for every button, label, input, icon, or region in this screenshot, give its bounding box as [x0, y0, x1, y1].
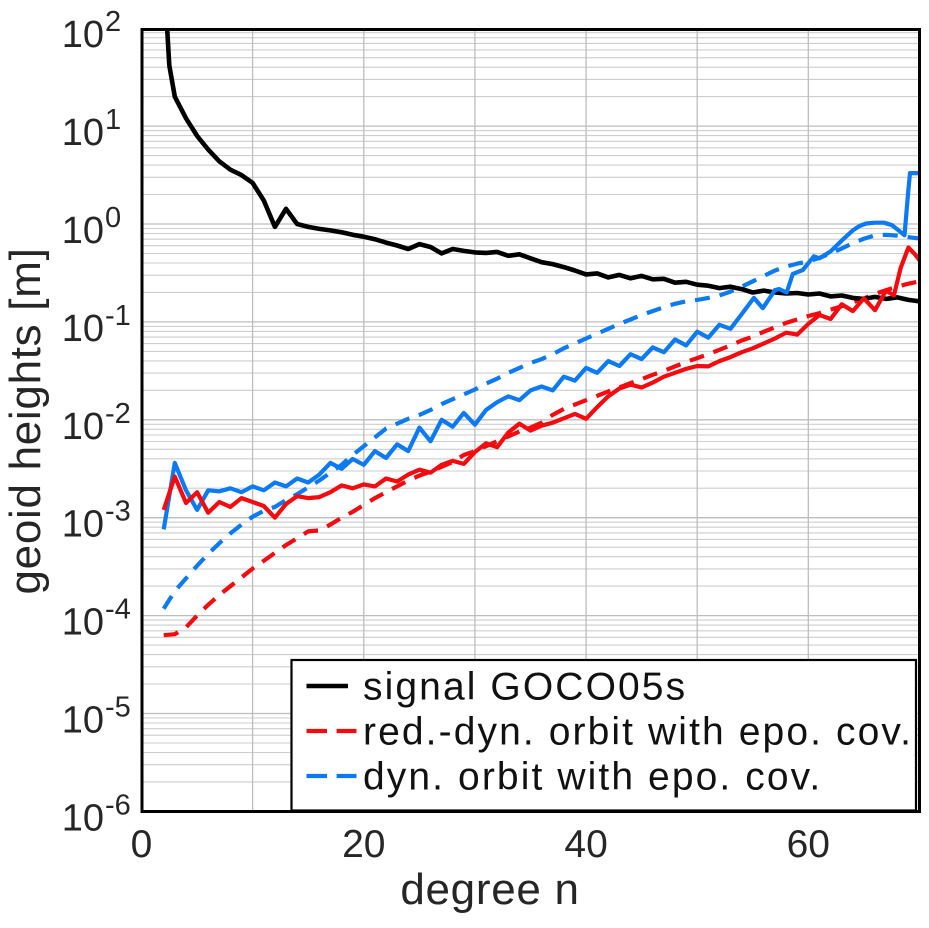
svg-text:-6: -6	[105, 789, 131, 821]
svg-text:red.-dyn. orbit with epo. cov.: red.-dyn. orbit with epo. cov.	[363, 711, 913, 754]
svg-text:degree n: degree n	[400, 865, 579, 914]
svg-text:10: 10	[62, 797, 104, 839]
svg-text:dyn. orbit with epo. cov.: dyn. orbit with epo. cov.	[363, 756, 822, 799]
svg-text:10: 10	[62, 406, 104, 448]
svg-text:0: 0	[105, 202, 121, 234]
svg-text:10: 10	[62, 112, 104, 154]
svg-text:2: 2	[105, 6, 121, 38]
svg-text:10: 10	[62, 504, 104, 546]
svg-text:-5: -5	[105, 692, 131, 724]
svg-text:-3: -3	[105, 496, 131, 528]
svg-text:10: 10	[62, 308, 104, 350]
svg-text:signal GOCO05s: signal GOCO05s	[363, 666, 687, 709]
svg-text:-1: -1	[105, 300, 131, 332]
svg-text:40: 40	[564, 823, 607, 866]
svg-text:60: 60	[787, 823, 830, 866]
svg-text:20: 20	[342, 823, 385, 866]
svg-text:-2: -2	[105, 398, 131, 430]
svg-text:10: 10	[62, 602, 104, 644]
svg-text:-4: -4	[105, 594, 131, 626]
svg-text:10: 10	[62, 210, 104, 252]
svg-text:0: 0	[131, 823, 153, 866]
svg-text:10: 10	[62, 700, 104, 742]
svg-text:1: 1	[105, 104, 121, 136]
svg-text:geoid heights [m]: geoid heights [m]	[1, 248, 50, 595]
svg-text:10: 10	[62, 14, 104, 56]
